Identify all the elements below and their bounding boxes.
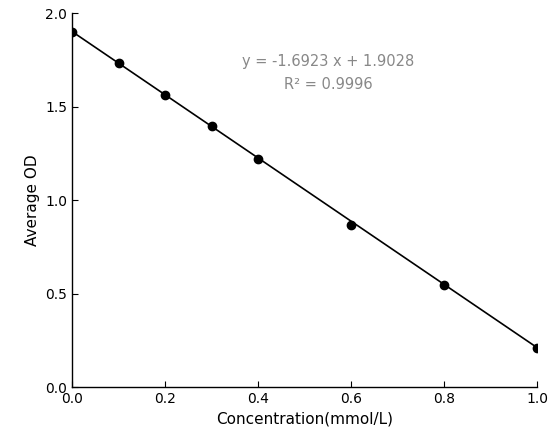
Y-axis label: Average OD: Average OD [24,154,39,246]
Point [254,155,263,162]
Point [440,281,449,288]
Text: y = -1.6923 x + 1.9028
R² = 0.9996: y = -1.6923 x + 1.9028 R² = 0.9996 [242,54,414,92]
Point [207,123,216,130]
Point [347,222,356,229]
Point [68,28,76,35]
X-axis label: Concentration(mmol/L): Concentration(mmol/L) [216,412,393,427]
Point [114,60,123,67]
Point [533,344,542,352]
Point [161,92,170,99]
